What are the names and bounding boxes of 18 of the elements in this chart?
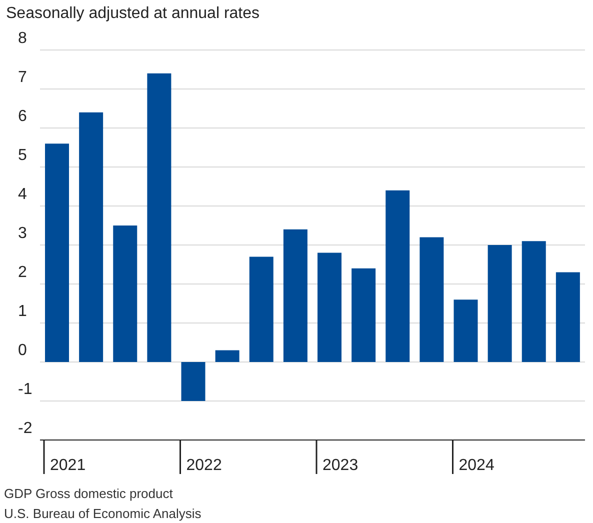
x-tick-label: 2023 <box>322 457 358 474</box>
x-tick-label: 2022 <box>186 457 222 474</box>
y-tick-label: -2 <box>18 420 32 437</box>
y-tick-label: 7 <box>18 69 27 86</box>
y-tick-label: 2 <box>18 264 27 281</box>
y-tick-label: 1 <box>18 303 27 320</box>
y-tick-label: 8 <box>18 30 27 47</box>
text: U.S. Bureau of Economic Analysis <box>4 505 202 523</box>
x-tick-label: 2021 <box>50 457 86 474</box>
chart-title: Seasonally adjusted at annual rates <box>6 5 260 23</box>
y-tick-label: 6 <box>18 108 27 125</box>
y-tick-label: 0 <box>18 342 27 359</box>
x-tick-label: 2024 <box>458 457 494 474</box>
y-tick-label: -1 <box>18 381 32 398</box>
y-tick-label: 4 <box>18 186 27 203</box>
y-tick-label: 3 <box>18 225 27 242</box>
text: GDP Gross domestic product <box>4 485 174 503</box>
y-tick-label: 5 <box>18 147 27 164</box>
